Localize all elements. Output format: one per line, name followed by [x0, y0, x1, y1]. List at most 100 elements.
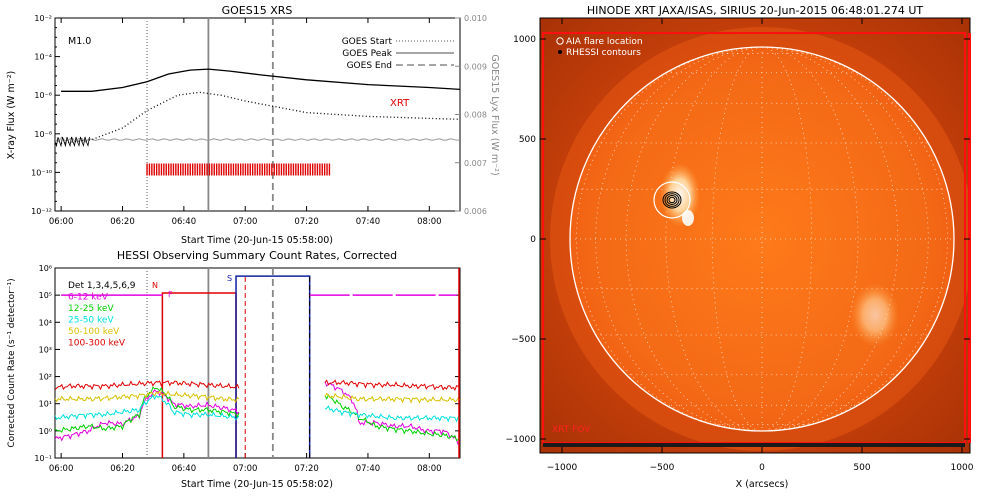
heliographic-grid: [570, 46, 954, 432]
hessi-y-tick-label: 10³: [39, 345, 52, 354]
hessi-legend-item: 12-25 keV: [68, 304, 114, 314]
hessi-x-tick-label: 06:40: [172, 464, 197, 474]
goes-x-tick-label: 07:40: [356, 217, 381, 227]
goes-x-tick-label: 06:20: [110, 217, 135, 227]
goes-y-tick-label: 10⁻¹²: [31, 207, 52, 216]
aia-flare-location-circle: [653, 181, 691, 219]
xrt-x-tick-label: 500: [853, 463, 870, 473]
goes-chart-title: GOES15 XRS: [222, 4, 293, 17]
solar-disk: [570, 47, 954, 431]
hessi-x-tick-label: 07:20: [294, 464, 319, 474]
xrt-y-tick-label: −500: [511, 335, 536, 345]
goes-y2-axis-label: GOES15 Lyx Flux (W m⁻²): [489, 54, 500, 175]
hessi-plot-frame: [54, 267, 461, 459]
xrt-bottom-strip: [543, 443, 965, 447]
active-region-bright: [851, 283, 899, 347]
xrt-y-tick-label: 0: [530, 235, 536, 245]
hessi-x-tick-label: 07:00: [233, 464, 258, 474]
hessi-x-axis: 06:00 06:20 06:40 07:00 07:20 07:40 08:00: [49, 453, 442, 474]
goes-y2-tick-label: 0.008: [464, 111, 487, 120]
goes-y2-tick-label: 0.006: [464, 207, 487, 216]
hessi-flag-n: N: [152, 281, 158, 290]
grid-longitude-line: [761, 46, 899, 432]
hessi-y-axis-label: Corrected Count Rate (s⁻¹ detector⁻¹): [7, 278, 17, 447]
hessi-panel: HESSI Observing Summary Count Rates, Cor…: [7, 249, 461, 490]
hessi-x-tick-label: 08:00: [417, 464, 442, 474]
xrt-x-axis-label: X (arcsecs): [736, 479, 789, 490]
legend-rhessi-contours: RHESSI contours: [566, 48, 641, 58]
goes-xrs-panel: GOES15 XRS 10⁻¹² 10⁻¹⁰ 10⁻⁸ 10⁻⁶ 10⁻⁴ 10⁻² 0.…: [6, 4, 500, 246]
hessi-y-tick-label: 10²: [39, 373, 52, 382]
goes-x-axis: 06:00 06:20 06:40 07:00 07:20 07:40 08:00: [49, 18, 442, 227]
hessi-legend-item: 100-300 keV: [68, 339, 126, 349]
hessi-x-tick-label: 06:20: [110, 464, 135, 474]
hessi-series-100-300-keV: [55, 379, 460, 391]
goes-short-channel-series: [61, 91, 460, 145]
xrt-fov-label: XRT FOV: [552, 425, 591, 435]
hessi-x-tick-label: 06:00: [49, 464, 74, 474]
goes-lyman-alpha-series: [55, 136, 460, 143]
xrt-x-tick-label: −1000: [547, 463, 578, 473]
grid-longitude-line: [625, 46, 763, 432]
goes-y-tick-label: 10⁻⁸: [34, 130, 52, 139]
hessi-series-50-100-keV: [55, 390, 460, 404]
hessi-data-area: [55, 268, 460, 458]
goes-long-channel-series: [61, 68, 460, 92]
hessi-series-6-12-keV: [55, 381, 460, 446]
hessi-x-tick-label: 07:40: [356, 464, 381, 474]
xrt-image-title: HINODE XRT JAXA/ISAS, SIRIUS 20-Jun-2015…: [587, 4, 924, 17]
solar-limb: [569, 46, 955, 432]
xrt-legend: AIA flare location RHESSI contours: [556, 37, 643, 58]
hessi-legend-item: 25-50 keV: [68, 316, 114, 326]
xrt-y-tick-label: −1000: [506, 435, 537, 445]
xrt-x-tick-label: −500: [650, 463, 675, 473]
goes-class-label: M1.0: [68, 36, 91, 47]
goes-x-tick-label: 06:00: [49, 217, 74, 227]
legend-goes-end: GOES End: [347, 61, 392, 71]
xrt-label: XRT: [390, 98, 410, 109]
xrt-image-axes: −1000 −500 0 500 1000 1000 500 0 −500 −1000: [506, 18, 974, 473]
grid-longitude-line: [761, 46, 948, 432]
goes-y-tick-label: 10⁻²: [34, 14, 52, 23]
hessi-y-tick-label: 10¹: [39, 400, 52, 409]
hessi-flag-s: S: [227, 274, 232, 283]
hessi-legend-item: 50-100 keV: [68, 327, 120, 337]
goes-y2-tick-label: 0.010: [464, 14, 487, 23]
hessi-series-25-50-keV: [55, 394, 460, 423]
legend-goes-peak: GOES Peak: [342, 49, 392, 59]
legend-goes-start: GOES Start: [342, 37, 393, 47]
goes-y-axis-label: X-ray Flux (W m⁻²): [6, 71, 17, 160]
hessi-night-flag-bar: [161, 292, 237, 458]
flare-bright-core: [682, 210, 694, 226]
hessi-chart-title: HESSI Observing Summary Count Rates, Cor…: [117, 249, 397, 262]
grid-longitude-line: [576, 46, 763, 432]
hessi-y-tick-label: 10⁶: [39, 264, 52, 273]
goes-plot-frame: [54, 17, 461, 212]
goes-short-channel-noise: [55, 136, 90, 148]
hessi-legend-item: Det 1,3,4,5,6,9: [68, 281, 136, 291]
hessi-y-tick-label: 10⁴: [39, 318, 52, 327]
hessi-y-tick-label: 10⁰: [39, 427, 52, 436]
goes-y-tick-label: 10⁻¹⁰: [31, 168, 52, 177]
goes-y2-tick-label: 0.009: [464, 62, 487, 71]
goes-y2-axis: 0.006 0.007 0.008 0.009 0.010: [455, 14, 487, 216]
goes-legend: GOES Start GOES Peak GOES End: [342, 37, 454, 71]
hessi-x-axis-label: Start Time (20-Jun-15 05:58:02): [181, 479, 333, 490]
hessi-y-tick-label: 10⁻¹: [34, 454, 52, 463]
hessi-flag-f: F: [168, 290, 173, 299]
goes-y-tick-label: 10⁻⁶: [34, 91, 52, 100]
xrt-x-tick-label: 0: [759, 463, 765, 473]
goes-x-tick-label: 07:20: [294, 217, 319, 227]
goes-x-tick-label: 07:00: [233, 217, 258, 227]
rhessi-contours: [662, 191, 682, 209]
xrt-y-tick-label: 1000: [513, 35, 536, 45]
xrt-fov-right-edge: [968, 33, 971, 443]
goes-x-axis-label: Start Time (20-Jun-15 05:58:00): [181, 235, 333, 246]
goes-y2-tick-label: 0.007: [464, 159, 487, 168]
hessi-legend-item: 6-12 keV: [68, 293, 109, 303]
goes-y-tick-label: 10⁻⁴: [34, 53, 52, 62]
hinode-xrt-panel: HINODE XRT JAXA/ISAS, SIRIUS 20-Jun-2015…: [506, 4, 974, 490]
goes-y-axis: 10⁻¹² 10⁻¹⁰ 10⁻⁸ 10⁻⁶ 10⁻⁴ 10⁻²: [31, 14, 60, 216]
